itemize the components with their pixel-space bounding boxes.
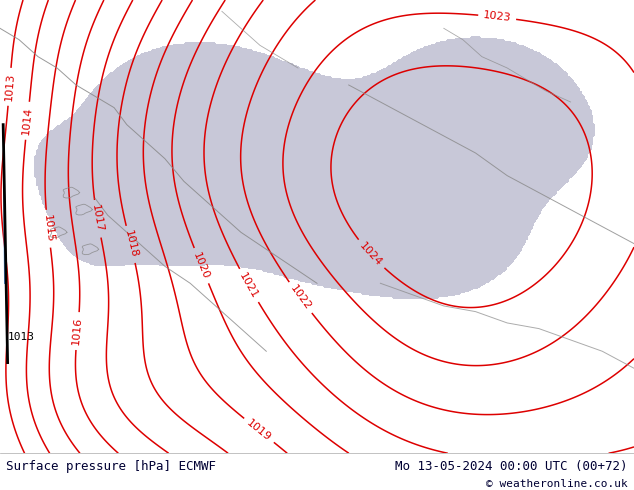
Text: 1021: 1021 [238, 271, 260, 300]
Text: Mo 13-05-2024 00:00 UTC (00+72): Mo 13-05-2024 00:00 UTC (00+72) [395, 460, 628, 473]
Text: © weatheronline.co.uk: © weatheronline.co.uk [486, 480, 628, 490]
Text: 1013: 1013 [8, 332, 35, 342]
Text: 1022: 1022 [288, 283, 313, 312]
Text: 1024: 1024 [358, 241, 384, 268]
Text: 1013: 1013 [3, 73, 16, 101]
Text: Surface pressure [hPa] ECMWF: Surface pressure [hPa] ECMWF [6, 460, 216, 473]
Text: 1023: 1023 [482, 10, 512, 24]
Text: 1020: 1020 [191, 251, 211, 281]
Text: 1016: 1016 [72, 317, 84, 345]
Text: 1014: 1014 [21, 106, 34, 135]
Text: 1015: 1015 [42, 214, 55, 243]
Text: 1018: 1018 [122, 229, 139, 259]
Text: 1017: 1017 [90, 204, 105, 234]
Text: 1019: 1019 [245, 417, 273, 443]
